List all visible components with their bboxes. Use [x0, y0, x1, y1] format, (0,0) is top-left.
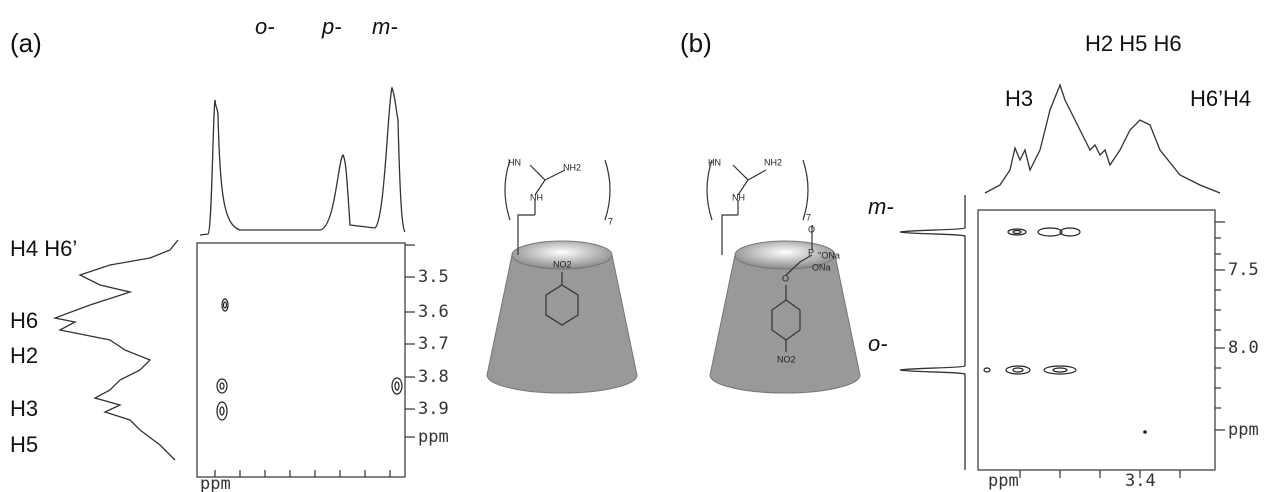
axis-tick-label: 7.5	[1228, 260, 1259, 280]
proton-label: H3	[10, 396, 38, 421]
peak-label: o-	[868, 331, 888, 356]
cyclodextrin-host	[487, 160, 637, 393]
peak-label: o-	[255, 14, 275, 39]
panel-b: (b) H2 H5 H6 H3 H6’H4 m- o- 7.5 8.0 ppm …	[680, 28, 1259, 491]
atom-label: NO2	[777, 354, 796, 364]
proton-label: H3	[1005, 86, 1033, 111]
atom-label: NH	[732, 192, 745, 202]
top-spectrum	[200, 88, 405, 235]
axis-label: ppm	[200, 474, 231, 492]
cross-peaks	[217, 299, 402, 420]
proton-label: H6	[10, 308, 38, 333]
atom-label: O	[782, 273, 789, 283]
atom-label: 7	[806, 212, 811, 222]
atom-label: O	[808, 224, 815, 234]
axis-tick-label: ppm	[1228, 420, 1259, 440]
axis-tick-label: 3.7	[418, 334, 449, 354]
axis-tick-label: 8.0	[1228, 338, 1259, 358]
plot-frame	[978, 210, 1215, 470]
proton-label: H5	[10, 432, 38, 457]
plot-frame	[197, 243, 405, 477]
axis-tick-label: ppm	[418, 427, 449, 447]
axis-label: ppm	[988, 471, 1019, 491]
proton-label: H2 H5 H6	[1085, 31, 1182, 56]
axis-tick-label: 3.8	[418, 367, 449, 387]
panel-a: (a) o- p- m- H4 H6’ H6 H2 H3 H5 3.5 3.6 …	[10, 14, 637, 492]
peak-label: p-	[321, 14, 342, 39]
atom-label: ONa	[812, 262, 831, 272]
atom-label: NH2	[563, 162, 581, 172]
cross-peaks	[984, 228, 1146, 433]
peak-label: m-	[372, 14, 398, 39]
side-spectrum	[900, 195, 965, 470]
atom-label: P	[808, 247, 814, 257]
proton-label: H4 H6’	[10, 236, 77, 261]
proton-label: H6’H4	[1190, 86, 1251, 111]
panel-label: (b)	[680, 28, 712, 58]
peak-label: m-	[868, 194, 894, 219]
atom-label: HN	[708, 157, 721, 167]
atom-label: 7	[608, 216, 613, 226]
atom-label: NO2	[553, 259, 572, 269]
atom-label: NH	[530, 192, 543, 202]
axis-tick-label: 3.6	[418, 302, 449, 322]
atom-label: HN	[508, 157, 521, 167]
axis-ticks	[215, 245, 415, 477]
side-spectrum	[55, 240, 178, 460]
axis-tick-label: 3.5	[418, 267, 449, 287]
panel-label: (a)	[10, 28, 42, 58]
axis-tick-label: 3.4	[1125, 471, 1156, 491]
proton-label: H2	[10, 343, 38, 368]
atom-label: ''ONa	[818, 250, 840, 260]
axis-tick-label: 3.9	[418, 399, 449, 419]
figure: (a) o- p- m- H4 H6’ H6 H2 H3 H5 3.5 3.6 …	[0, 0, 1279, 492]
atom-label: NH2	[764, 157, 782, 167]
axis-ticks	[1020, 222, 1225, 478]
